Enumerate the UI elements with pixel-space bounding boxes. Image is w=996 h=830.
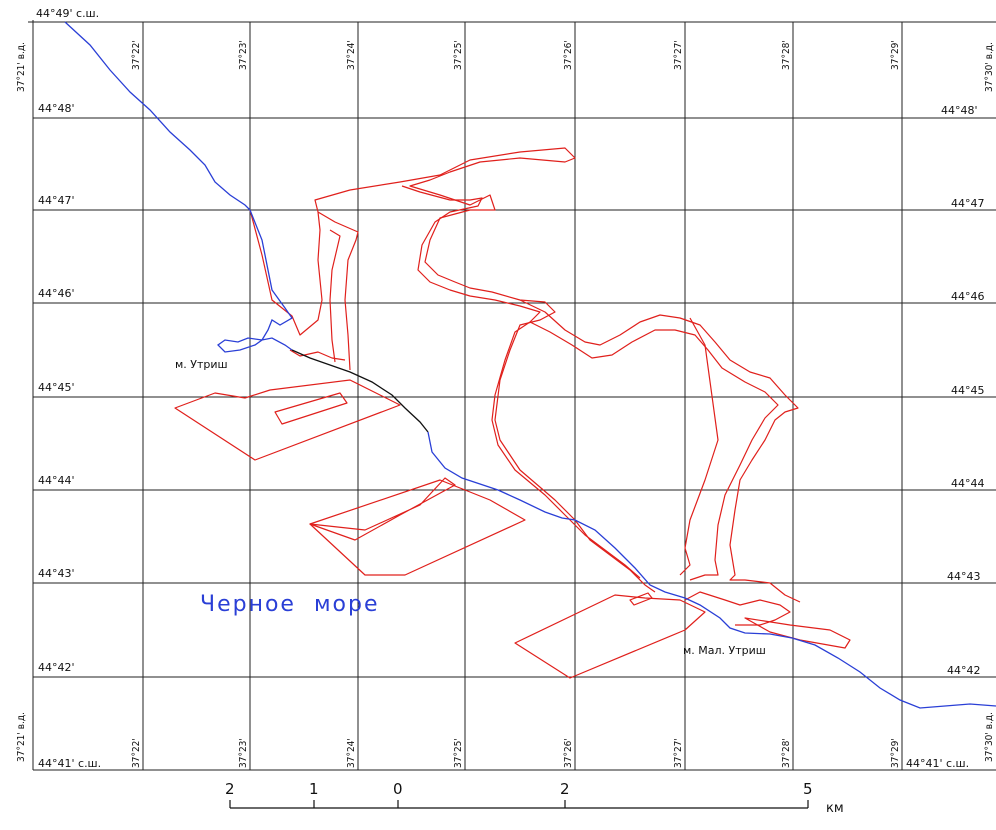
coastline-cape-dark bbox=[291, 349, 429, 433]
lon-label-col-bottom: 37°25' bbox=[453, 738, 464, 768]
lat-label-right: 44°43 bbox=[947, 570, 981, 583]
lon-label-col: 37°22' bbox=[131, 40, 142, 70]
inlet-boundary bbox=[289, 349, 346, 361]
lat-label-right: 44°47 bbox=[951, 197, 985, 210]
lon-label-col: 37°26' bbox=[563, 40, 574, 70]
scale-tick-label: 1 bbox=[309, 780, 319, 798]
marine-polygon-4 bbox=[514, 594, 706, 679]
lat-label-left: 44°45' bbox=[38, 381, 75, 394]
lat-label-left: 44°44' bbox=[38, 474, 75, 487]
lon-label-col-bottom: 37°27' bbox=[673, 738, 684, 768]
lat-label-left: 44°46' bbox=[38, 287, 75, 300]
marine-inner-rect-2 bbox=[629, 592, 653, 606]
eastern-loop-outer bbox=[519, 299, 801, 603]
lat-label-right: 44°44 bbox=[951, 477, 985, 490]
marine-polygon-5 bbox=[744, 617, 851, 649]
inland-boundary-outer bbox=[249, 147, 656, 593]
lon-label-right-bottom: 37°30' в.д. bbox=[984, 712, 995, 762]
lon-label-left-bottom: 37°21' в.д. bbox=[16, 712, 27, 762]
lat-label-right: 44°42 bbox=[947, 664, 981, 677]
lat-label-left: 44°42' bbox=[38, 661, 75, 674]
coastline-cape bbox=[216, 209, 293, 353]
lon-label-col-bottom: 37°29' bbox=[890, 738, 901, 768]
lon-label-col: 37°23' bbox=[238, 40, 249, 70]
longitude-labels: 37°21' в.д. 37°21' в.д. 37°30' в.д. 37°3… bbox=[16, 40, 995, 768]
lat-label-bottom-left: 44°41' с.ш. bbox=[38, 757, 101, 770]
lat-label-left: 44°48' bbox=[38, 102, 75, 115]
scale-unit: км bbox=[826, 801, 844, 816]
lon-label-right-top: 37°30' в.д. bbox=[984, 42, 995, 92]
coastline-northwest bbox=[64, 21, 251, 211]
lat-label-right: 44°48' bbox=[941, 104, 978, 117]
lon-label-col: 37°24' bbox=[346, 40, 357, 70]
lon-label-col: 37°27' bbox=[673, 40, 684, 70]
cape-mal-utrish-boundary bbox=[684, 591, 791, 626]
marine-inner-rect bbox=[274, 392, 348, 425]
lon-label-col: 37°28' bbox=[781, 40, 792, 70]
lon-label-col-bottom: 37°28' bbox=[781, 738, 792, 768]
lat-label-bottom-right: 44°41' с.ш. bbox=[906, 757, 969, 770]
scale-tick-label: 0 bbox=[393, 780, 403, 798]
eastern-ridge bbox=[679, 317, 719, 576]
eastern-loop-inner bbox=[529, 321, 779, 581]
lat-label-left: 44°47' bbox=[38, 194, 75, 207]
coordinate-grid bbox=[28, 20, 996, 771]
coastline-southeast bbox=[427, 431, 996, 709]
lon-label-col: 37°25' bbox=[453, 40, 464, 70]
scale-tick-label: 2 bbox=[560, 780, 570, 798]
scale-tick-label: 5 bbox=[803, 780, 813, 798]
scale-bar: 2 1 0 2 5 км bbox=[225, 780, 844, 816]
lon-label-col-bottom: 37°22' bbox=[131, 738, 142, 768]
protected-area-boundary bbox=[174, 147, 851, 679]
cape-utrish-label: м. Утриш bbox=[175, 358, 228, 371]
lat-label-top: 44°49' с.ш. bbox=[36, 7, 99, 20]
lat-label-left: 44°43' bbox=[38, 567, 75, 580]
coastline bbox=[64, 21, 996, 709]
sea-label: Черное море bbox=[200, 592, 380, 617]
lat-label-right: 44°45 bbox=[951, 384, 985, 397]
marine-polygon-1 bbox=[174, 379, 401, 461]
inland-boundary-inner bbox=[329, 185, 641, 579]
cape-mal-utrish-label: м. Мал. Утриш bbox=[683, 644, 766, 657]
lon-label-col: 37°29' bbox=[890, 40, 901, 70]
marine-polygon-2 bbox=[309, 477, 456, 541]
marine-polygon-3 bbox=[309, 479, 526, 576]
lat-label-right: 44°46 bbox=[951, 290, 985, 303]
lon-label-col-bottom: 37°23' bbox=[238, 738, 249, 768]
lon-label-col-bottom: 37°24' bbox=[346, 738, 357, 768]
lon-label-col-bottom: 37°26' bbox=[563, 738, 574, 768]
lon-label-left-top: 37°21' в.д. bbox=[16, 42, 27, 92]
latitude-labels: 44°49' с.ш. 44°48' 44°47' 44°46' 44°45' … bbox=[36, 7, 985, 770]
scale-tick-label: 2 bbox=[225, 780, 235, 798]
